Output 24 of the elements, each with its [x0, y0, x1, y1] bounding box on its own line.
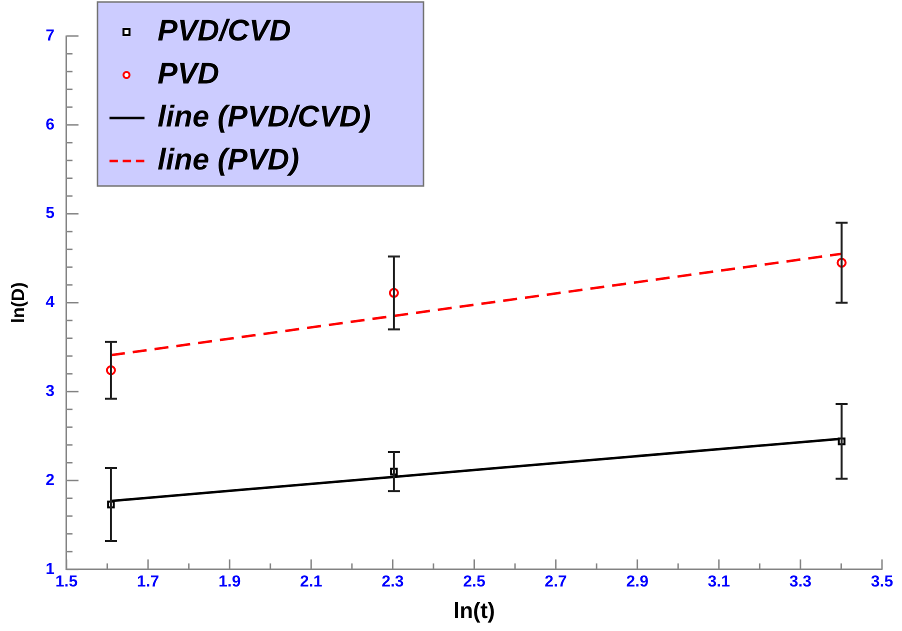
x-tick-label: 1.7	[136, 573, 160, 590]
legend-label: PVD/CVD	[158, 14, 291, 48]
x-tick-label: 2.3	[382, 573, 404, 590]
x-tick-label: 2.1	[300, 573, 322, 590]
legend-label: PVD	[158, 57, 220, 90]
x-axis-title: ln(t)	[453, 598, 496, 623]
y-tick-label: 4	[46, 294, 55, 312]
x-tick-label: 3.5	[870, 573, 894, 590]
x-tick-label: 2.7	[544, 573, 568, 590]
y-tick-label: 1	[46, 560, 55, 578]
y-axis-title: ln(D)	[8, 282, 28, 324]
y-tick-label: 7	[46, 27, 55, 44]
x-tick-label: 3.3	[789, 573, 812, 590]
y-tick-label: 5	[46, 205, 55, 222]
x-tick-label: 3.1	[708, 573, 730, 590]
x-tick-label: 2.9	[626, 573, 649, 590]
legend-label: line (PVD/CVD)	[158, 100, 371, 134]
y-tick-label: 3	[46, 383, 55, 400]
legend-label: line (PVD)	[158, 143, 300, 176]
x-tick-label: 1.9	[218, 573, 241, 590]
x-tick-label: 2.5	[463, 573, 486, 590]
y-tick-label: 6	[46, 116, 55, 134]
y-tick-label: 2	[46, 472, 55, 489]
x-tick-label: 1.5	[55, 573, 78, 590]
